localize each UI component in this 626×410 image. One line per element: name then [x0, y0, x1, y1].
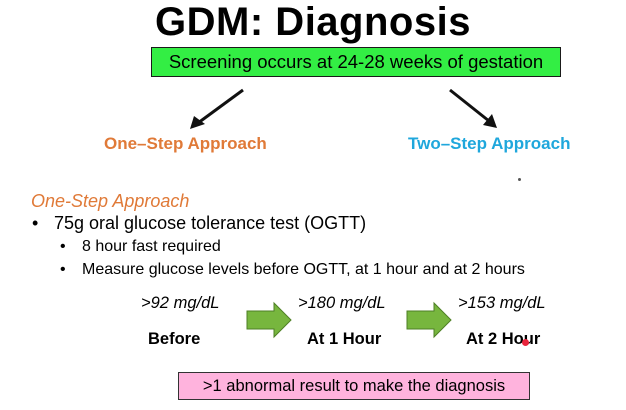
flow-arrow-2	[406, 301, 452, 339]
stage-before-label: Before	[148, 330, 201, 348]
screening-text: Screening occurs at 24-28 weeks of gesta…	[168, 51, 544, 72]
two-step-approach-label: Two–Step Approach	[408, 134, 571, 153]
bullet-ogtt: • 75g oral glucose tolerance test (OGTT)	[32, 213, 366, 234]
threshold-2h-value: >153 mg/dL	[458, 294, 546, 312]
stage-1h-label: At 1 Hour	[307, 330, 382, 348]
bullet-measure: • Measure glucose levels before OGTT, at …	[60, 261, 525, 279]
stage-2h-label: At 2 Hour	[466, 330, 541, 348]
bullet-fast: • 8 hour fast required	[60, 238, 221, 256]
laser-pointer-dot	[522, 339, 529, 346]
section-heading: One-Step Approach	[31, 191, 190, 211]
diagnosis-rule-text: >1 abnormal result to make the diagnosis	[202, 376, 506, 395]
screening-box: Screening occurs at 24-28 weeks of gesta…	[151, 47, 561, 77]
flow-arrow-1	[246, 301, 292, 339]
left-branch-arrow	[190, 88, 244, 129]
bullet-dot-icon: •	[32, 213, 39, 233]
slide-title: GDM: Diagnosis	[155, 0, 471, 44]
bullet-fast-text: 8 hour fast required	[82, 238, 221, 255]
small-dot	[518, 178, 521, 181]
bullet-measure-text: Measure glucose levels before OGTT, at 1…	[82, 261, 525, 278]
right-branch-arrow	[449, 88, 497, 128]
diagnosis-rule-box: >1 abnormal result to make the diagnosis	[178, 372, 530, 400]
one-step-approach-label: One–Step Approach	[104, 134, 267, 153]
threshold-before-value: >92 mg/dL	[141, 294, 220, 312]
bullet-ogtt-text: 75g oral glucose tolerance test (OGTT)	[54, 213, 367, 233]
threshold-1h-value: >180 mg/dL	[298, 294, 386, 312]
bullet-dot-icon: •	[60, 261, 66, 278]
bullet-dot-icon: •	[60, 238, 66, 255]
